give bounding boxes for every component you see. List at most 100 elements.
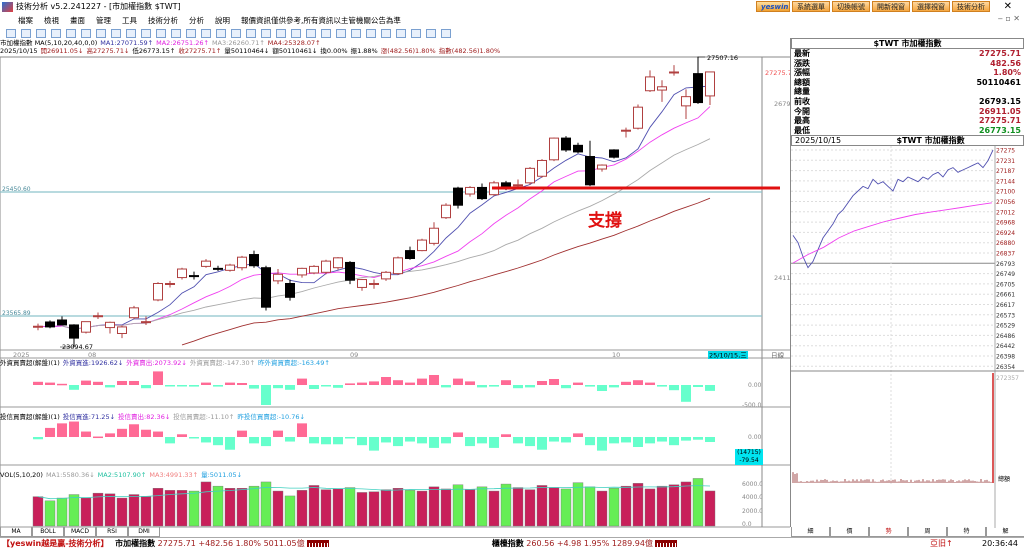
- mdi-window-controls[interactable]: ‒ ▫ ✕: [998, 14, 1020, 23]
- trust-axis-label: 0.00: [748, 434, 762, 441]
- foreign-bar: [33, 382, 43, 385]
- foreign-bar: [237, 383, 247, 385]
- foreign-bar: [357, 383, 367, 385]
- volume-bar: [33, 497, 43, 526]
- tab-rsi[interactable]: RSI: [96, 527, 128, 537]
- foreign-bar: [489, 385, 499, 387]
- intraday-axis-label: 26924: [996, 230, 1015, 237]
- volume-panel-title: VOL(5,10,20)MA1:5580.36↓MA2:5107.90↑MA3:…: [0, 469, 760, 479]
- intraday-tab[interactable]: 細: [791, 527, 830, 537]
- volume-bar: [681, 482, 691, 526]
- volume-bar: [585, 487, 595, 526]
- candle-body: [550, 138, 559, 160]
- foreign-bar: [645, 383, 655, 385]
- foreign-bar: [117, 381, 127, 385]
- quote-header: $TWT 市加權指數: [791, 38, 1024, 49]
- volume-bar: [369, 492, 379, 526]
- intraday-tabs: 細價勢周特解: [791, 527, 1024, 537]
- tab-dmi[interactable]: DMI: [128, 527, 160, 537]
- volume-axis-label: 6000.0: [742, 481, 763, 488]
- tab-macd[interactable]: MACD: [64, 527, 96, 537]
- intraday-tab[interactable]: 特: [947, 527, 986, 537]
- candle-body: [130, 308, 139, 318]
- trust-bar: [93, 437, 103, 439]
- intraday-tab[interactable]: 解: [986, 527, 1024, 537]
- candle-body: [238, 257, 247, 268]
- quote-value: 50110461: [976, 78, 1021, 88]
- intraday-tab[interactable]: 價: [830, 527, 869, 537]
- volume-bar: [165, 490, 175, 526]
- candle-body: [538, 160, 547, 176]
- taiex-minibar: [307, 540, 329, 547]
- trust-bar: [357, 437, 367, 445]
- foreign-bar: [93, 382, 103, 385]
- foreign-bar: [453, 379, 463, 385]
- intraday-tab[interactable]: 周: [908, 527, 947, 537]
- legend-item: VOL(5,10,20): [0, 471, 43, 479]
- intraday-tab[interactable]: 勢: [869, 527, 908, 537]
- foreign-bar: [693, 385, 703, 387]
- volume-bar: [657, 486, 667, 526]
- legend-item: 昨投信買賣超:-10.76↓: [237, 413, 305, 421]
- candle-body: [58, 320, 67, 325]
- intraday-axis-label: 27231: [996, 158, 1015, 165]
- close-icon[interactable]: ✕: [1004, 0, 1012, 14]
- select-window-button[interactable]: 選擇視窗: [912, 1, 950, 12]
- intraday-volume-max: 272357: [996, 375, 1019, 382]
- tab-boll[interactable]: BOLL: [32, 527, 64, 537]
- volume-bar: [81, 498, 91, 526]
- volume-bar: [405, 490, 415, 526]
- tab-ma[interactable]: MA: [0, 527, 32, 537]
- foreign-bar: [249, 385, 259, 389]
- candle-body: [514, 185, 523, 186]
- trust-bar: [105, 433, 115, 437]
- foreign-bar: [45, 383, 55, 385]
- intraday-header: 2025/10/15 $TWT 市加權指數: [791, 135, 1024, 146]
- volume-axis-label: 2000.0: [742, 508, 763, 515]
- candle-body: [694, 74, 703, 103]
- candle-body: [346, 262, 355, 280]
- system-menu-button[interactable]: 系統選單: [792, 1, 830, 12]
- foreign-bar: [705, 385, 715, 391]
- candle-body: [358, 280, 367, 288]
- foreign-bar: [561, 385, 571, 388]
- intraday-chart[interactable]: 2727527231271872714427100270562701226968…: [791, 146, 1024, 528]
- candle-body: [322, 261, 331, 272]
- legend-item: 投信買進:71.25↓: [63, 413, 115, 421]
- trust-bar: [645, 437, 655, 443]
- technical-analysis-button[interactable]: 技術分析: [952, 1, 990, 12]
- volume-axis-label: 0.0: [742, 521, 752, 528]
- volume-bar: [645, 489, 655, 526]
- foreign-bar: [393, 380, 403, 385]
- volume-bar: [525, 490, 535, 526]
- top-buttons: yeswin 系統選單 切換帳號 開新視窗 選擇視窗 技術分析: [756, 1, 990, 12]
- foreign-bar: [369, 381, 379, 385]
- last-price-label: 27275.7: [765, 69, 790, 77]
- new-window-button[interactable]: 開新視窗: [872, 1, 910, 12]
- quote-value: 482.56: [990, 59, 1021, 69]
- trust-bar: [69, 422, 79, 437]
- trust-bar: [333, 437, 343, 444]
- foreign-bar: [69, 385, 79, 390]
- quote-label: 最低: [794, 126, 810, 136]
- cursor-count: (14715): [735, 449, 763, 457]
- intraday-axis-label: 26661: [996, 292, 1015, 299]
- quote-panel: $TWT 市加權指數 最新27275.71漲跌482.56漲幅1.80%總額50…: [790, 38, 1024, 527]
- foreign-axis-label: 0.00: [748, 382, 762, 389]
- chart-canvas[interactable]: 25450.6023565.8923094.6727507.16支撐27275.…: [0, 0, 790, 537]
- foreign-bar: [285, 385, 295, 390]
- cursor-value-box: (14715) -79.54: [735, 449, 763, 465]
- trust-bar: [621, 437, 631, 442]
- intraday-axis-label: 27012: [996, 210, 1015, 217]
- volume-bar: [537, 485, 547, 526]
- trust-bar: [597, 437, 607, 451]
- foreign-bar: [669, 385, 679, 390]
- volume-bar: [57, 498, 67, 526]
- volume-bar: [333, 489, 343, 526]
- trust-bar: [549, 437, 559, 442]
- volume-bar: [477, 487, 487, 526]
- foreign-bar: [429, 375, 439, 385]
- foreign-bar: [501, 380, 511, 385]
- ma20-line: [62, 139, 710, 329]
- switch-account-button[interactable]: 切換帳號: [832, 1, 870, 12]
